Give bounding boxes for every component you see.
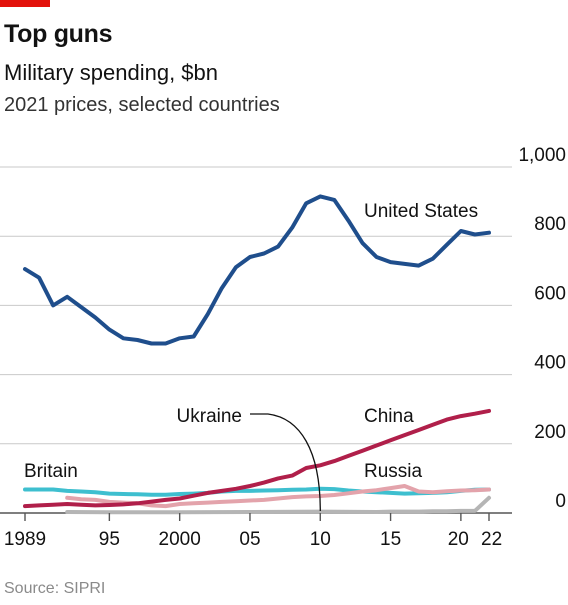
series-china xyxy=(23,408,491,509)
series-label-halo: United States xyxy=(364,201,478,222)
series-label-russia: Russia xyxy=(364,461,423,482)
source-note: Source: SIPRI xyxy=(4,580,106,597)
series-britain xyxy=(23,486,491,497)
series-label-halo: Russia xyxy=(364,461,423,482)
chart-subtitle: Military spending, $bn xyxy=(4,60,219,85)
y-tick-label: 400 xyxy=(534,353,566,374)
y-tick-label: 200 xyxy=(534,422,566,443)
series-label-halo: Britain xyxy=(24,461,78,482)
x-tick-label: 95 xyxy=(99,529,120,550)
series-label-china: China xyxy=(364,406,414,427)
x-tick-label: 22 xyxy=(481,529,502,550)
y-tick-label: 600 xyxy=(534,283,566,304)
x-tick-labels: 1989 95 2000 05 10 15 20 22 xyxy=(4,513,502,550)
x-tick-label: 10 xyxy=(310,529,331,550)
y-tick-labels: 0 200 400 600 800 1,000 xyxy=(518,145,566,512)
x-tick-label: 20 xyxy=(448,529,469,550)
series-lines xyxy=(23,194,491,515)
series-label-halo: China xyxy=(364,406,414,427)
series-label-united-states: United States xyxy=(364,201,478,222)
x-tick-label: 15 xyxy=(380,529,401,550)
chart-title: Top guns xyxy=(4,20,113,48)
series-ukraine xyxy=(65,495,491,515)
x-tick-label: 1989 xyxy=(4,529,46,550)
brand-accent-bar xyxy=(0,0,50,7)
y-tick-label: 0 xyxy=(555,491,566,512)
x-tick-label: 05 xyxy=(239,529,260,550)
x-tick-label: 2000 xyxy=(159,529,201,550)
y-tick-label: 1,000 xyxy=(518,145,566,166)
chart-units-note: 2021 prices, selected countries xyxy=(4,94,280,116)
y-tick-label: 800 xyxy=(534,214,566,235)
series-label-halo: Ukraine xyxy=(177,406,242,427)
ukraine-leader-line xyxy=(250,413,321,512)
series-label-britain: Britain xyxy=(24,461,78,482)
series-united-states xyxy=(23,194,491,346)
series-label-ukraine: Ukraine xyxy=(177,406,242,427)
